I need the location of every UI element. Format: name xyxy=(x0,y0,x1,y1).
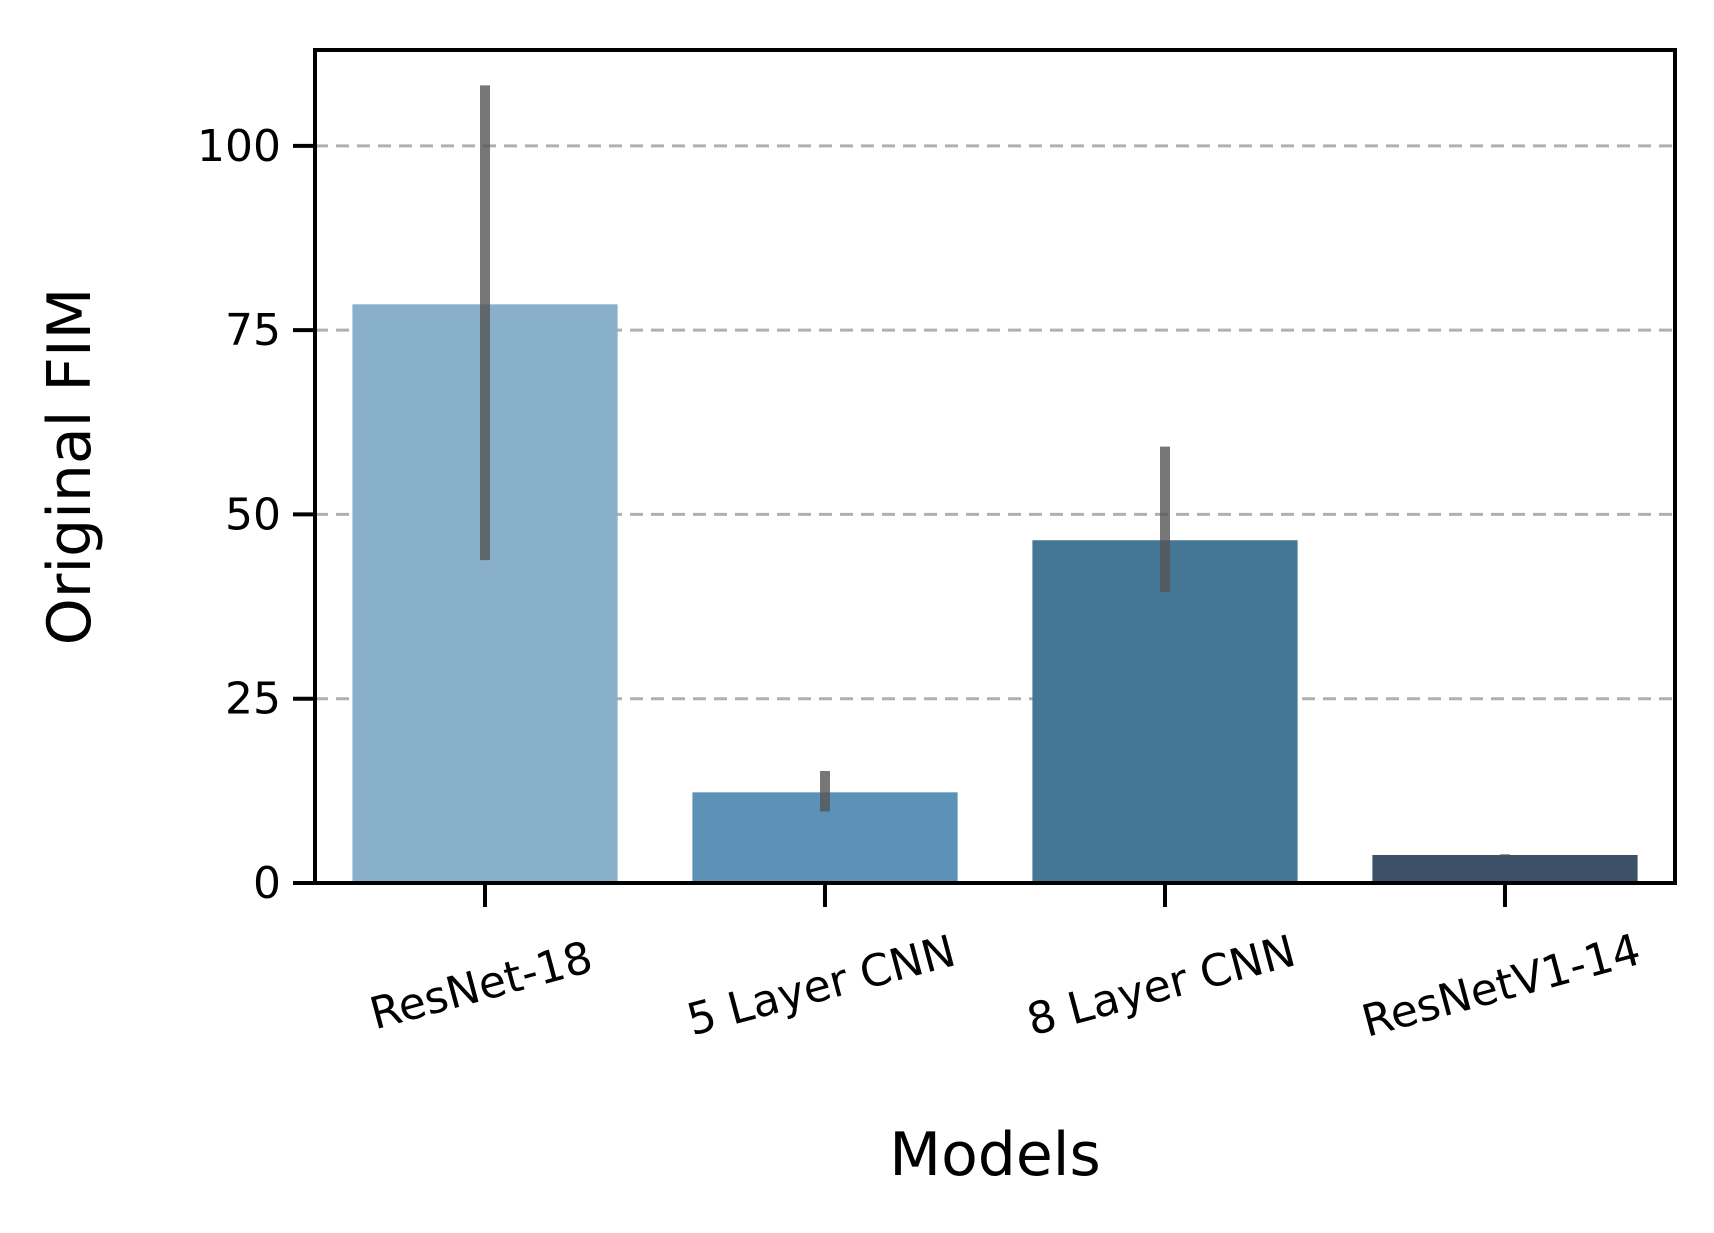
y-axis-title: Original FIM xyxy=(35,288,105,646)
plot-frame xyxy=(313,48,1677,885)
y-tick-label-0: 0 xyxy=(253,858,281,909)
bar-3 xyxy=(1032,540,1298,883)
x-tick-label-3: 8 Layer CNN xyxy=(1022,926,1301,1046)
bar-4 xyxy=(1372,854,1638,883)
x-tick-label-1: ResNet-18 xyxy=(365,932,598,1040)
bars xyxy=(352,304,1638,883)
y-axis-ticks: 0 25 50 75 100 xyxy=(197,121,315,909)
x-tick-label-4: ResNetV1-14 xyxy=(1357,924,1646,1047)
y-tick-label-25: 25 xyxy=(225,674,281,725)
y-tick-label-50: 50 xyxy=(225,489,281,540)
error-bars xyxy=(480,85,1510,856)
x-axis-title: Models xyxy=(889,1120,1100,1190)
y-tick-label-75: 75 xyxy=(225,305,281,356)
y-tick-label-100: 100 xyxy=(197,121,281,172)
grid-lines xyxy=(315,144,1675,701)
x-axis-ticks: ResNet-18 5 Layer CNN 8 Layer CNN ResNetV1-… xyxy=(365,883,1646,1048)
x-tick-label-2: 5 Layer CNN xyxy=(682,926,961,1046)
